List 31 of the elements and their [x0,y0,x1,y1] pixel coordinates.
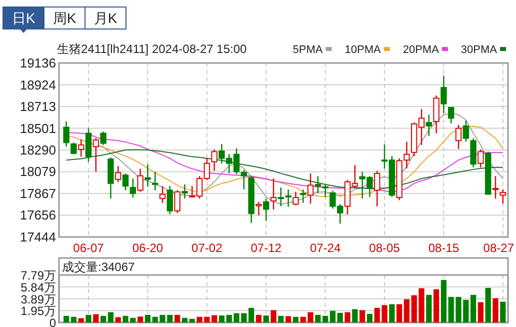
x-tick-label: 08-05 [369,241,400,255]
y-tick-label: 19136 [20,56,56,70]
text: 日K [12,10,36,26]
x-tick-label: 06-20 [132,241,164,255]
y-tick-label: 18924 [20,77,56,92]
x-tick-label: 07-12 [250,241,282,255]
x-tick-label: 07-24 [310,241,341,255]
y-tick-label: 18290 [20,142,56,158]
x-tick-label: 07-02 [192,241,223,255]
y-tick-label: 0 [49,316,56,327]
y-tick-label: 17444 [20,230,56,244]
legend-label: 20PMA [402,44,440,56]
x-tick-label: 08-15 [428,241,460,255]
y-tick-label: 5.84万 [20,280,56,294]
x-tick-label: 08-27 [483,241,514,255]
y-tick-label: 7.79万 [20,268,56,282]
y-tick-label: 18079 [20,164,56,180]
x-tick-label: 06-07 [73,241,104,255]
y-tick-label: 18501 [20,120,56,136]
legend-label: 10PMA [344,44,382,56]
title: 生猪2411[lh2411] 2024-08-27 15:00 [57,42,247,56]
legend-label: 30PMA [460,44,498,56]
y-tick-label: 18713 [20,99,56,114]
text: 月K [94,10,118,26]
text: 周K [52,10,77,26]
y-tick-label: 3.89万 [20,292,56,306]
legend-label: 5PMA [292,44,324,56]
y-tick-label: 17867 [20,186,56,201]
y-tick-label: 1.95万 [20,304,56,318]
y-tick-label: 17656 [20,208,56,223]
title: 成交量:34067 [62,260,135,274]
